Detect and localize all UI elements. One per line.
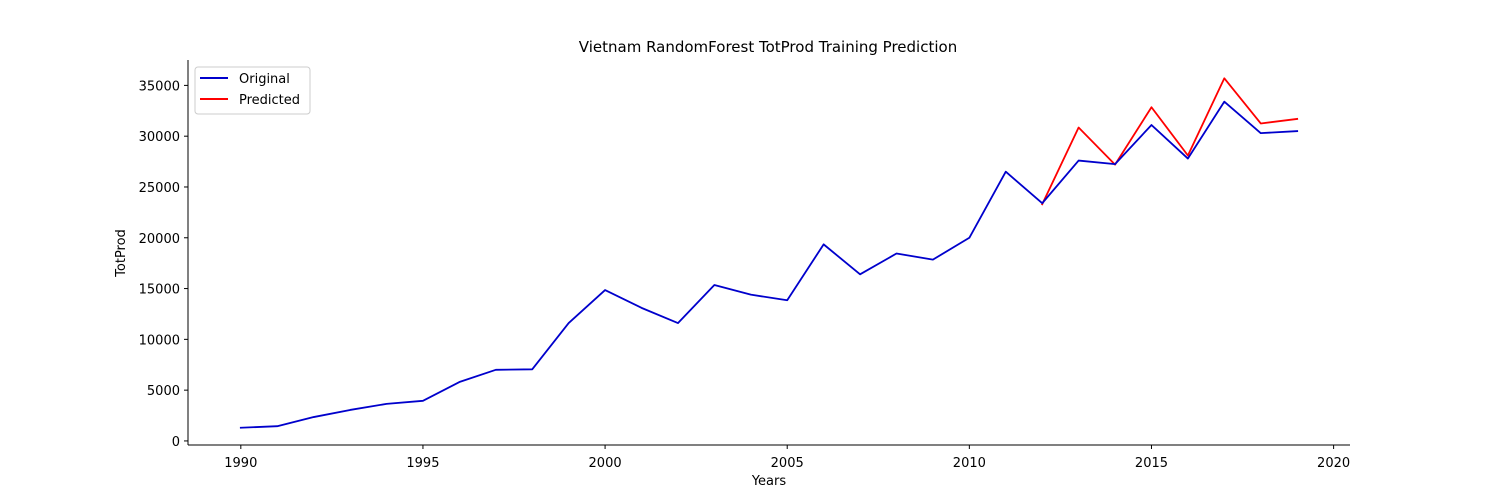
legend-label-original: Original (239, 72, 290, 87)
chart-title: Vietnam RandomForest TotProd Training Pr… (579, 38, 957, 56)
y-tick-label: 5000 (147, 384, 180, 399)
y-tick-label: 0 (172, 435, 180, 450)
y-axis-ticks: 0 5000 10000 15000 20000 25000 30000 35000 (139, 79, 188, 450)
y-tick-label: 15000 (139, 283, 180, 298)
y-axis-title: TotProd (114, 229, 129, 278)
series-line-predicted (1041, 77, 1299, 206)
legend: Original Predicted (194, 66, 311, 115)
x-tick-label: 2010 (953, 456, 986, 471)
legend-label-predicted: Predicted (239, 93, 300, 108)
x-tick-label: 2005 (771, 456, 804, 471)
x-tick-label: 2015 (1135, 456, 1168, 471)
y-tick-label: 35000 (139, 79, 180, 94)
y-tick-label: 30000 (139, 130, 180, 145)
x-axis-ticks: 1990 1995 2000 2005 2010 2015 2020 (224, 445, 1350, 471)
x-tick-label: 2000 (589, 456, 622, 471)
series-layer (239, 77, 1299, 429)
y-tick-label: 25000 (139, 181, 180, 196)
y-tick-label: 20000 (139, 232, 180, 247)
x-tick-label: 2020 (1317, 456, 1350, 471)
series-line-original (239, 100, 1299, 429)
x-tick-label: 1990 (224, 456, 257, 471)
y-tick-label: 10000 (139, 333, 180, 348)
x-axis-title: Years (751, 474, 787, 489)
x-tick-label: 1995 (406, 456, 439, 471)
